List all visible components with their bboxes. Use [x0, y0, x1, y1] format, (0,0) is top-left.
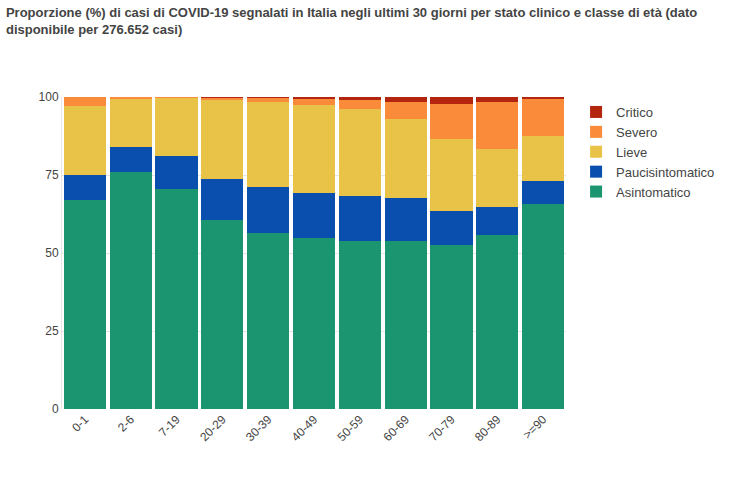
svg-text:Proporzione (%) di casi di COV: Proporzione (%) di casi di COVID-19 segn… — [6, 5, 697, 37]
svg-text:Severo: Severo — [616, 125, 657, 140]
svg-text:70-79: 70-79 — [426, 412, 458, 444]
svg-text:Lieve: Lieve — [616, 145, 647, 160]
svg-text:60-69: 60-69 — [380, 412, 412, 444]
svg-text:30-39: 30-39 — [243, 412, 275, 444]
svg-text:>=90: >=90 — [520, 412, 549, 441]
svg-text:2-6: 2-6 — [115, 412, 137, 434]
svg-text:50: 50 — [45, 246, 59, 260]
svg-text:0: 0 — [52, 402, 59, 416]
svg-text:80-89: 80-89 — [472, 412, 504, 444]
svg-text:100: 100 — [39, 90, 59, 104]
svg-text:20-29: 20-29 — [197, 412, 229, 444]
svg-text:50-59: 50-59 — [335, 412, 367, 444]
svg-text:0-1: 0-1 — [69, 412, 91, 434]
svg-text:Paucisintomatico: Paucisintomatico — [616, 165, 714, 180]
svg-text:Asintomatico: Asintomatico — [616, 185, 690, 200]
svg-text:25: 25 — [45, 324, 59, 338]
svg-text:75: 75 — [45, 168, 59, 182]
svg-text:7-19: 7-19 — [156, 412, 183, 439]
svg-text:40-49: 40-49 — [289, 412, 321, 444]
svg-text:Critico: Critico — [616, 105, 653, 120]
